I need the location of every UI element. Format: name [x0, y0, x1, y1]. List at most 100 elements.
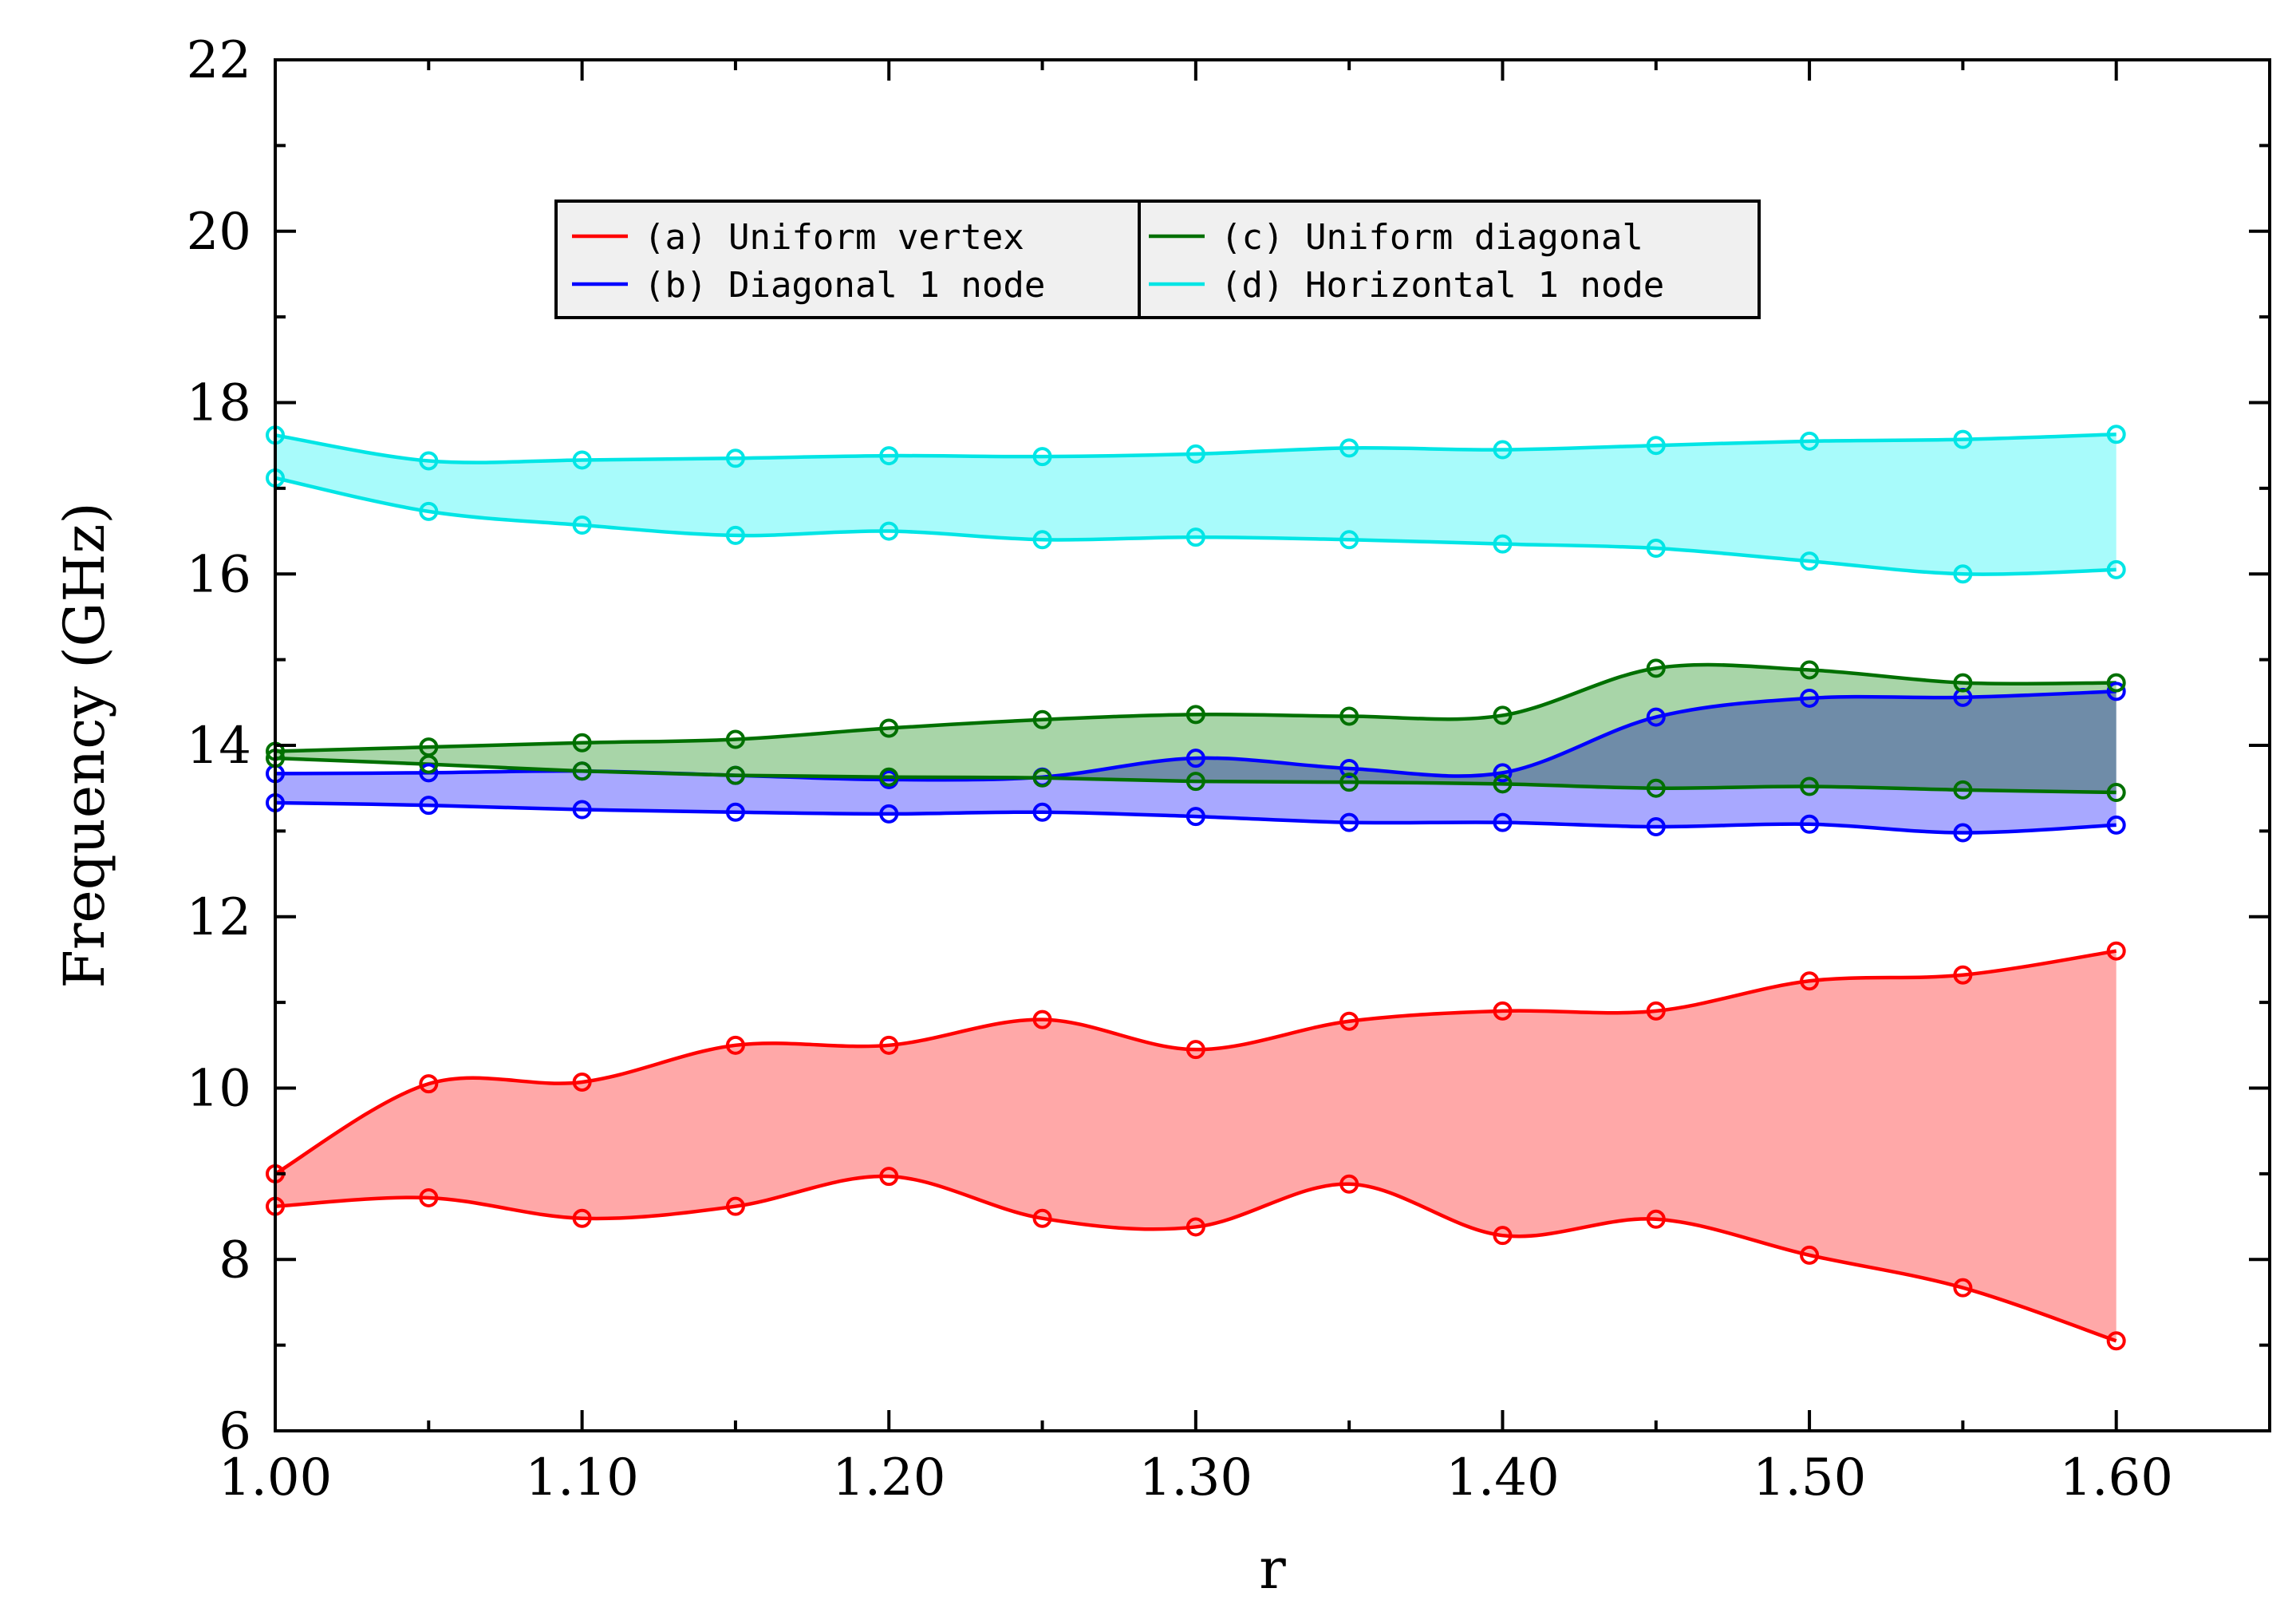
series-1-lower-point-11	[1953, 1278, 1973, 1298]
series-3-upper-line	[274, 662, 2117, 753]
series-1-lower-point-6	[1185, 1217, 1205, 1237]
series-1-upper-point-8	[1493, 1001, 1513, 1021]
series-3-upper-point-3	[725, 729, 745, 749]
legend-label-3: (c) Uniform diagonal	[1221, 217, 1643, 258]
series-4-lower-point-2	[572, 516, 592, 535]
series-1-lower-point-10	[1800, 1245, 1820, 1265]
legend-box-left	[554, 200, 1141, 319]
series-3-upper-point-2	[572, 733, 592, 753]
series-2-lower-point-2	[572, 800, 592, 820]
y-axis-title: Frequency (GHz)	[52, 502, 117, 988]
series-1-upper-point-9	[1646, 1001, 1666, 1021]
series-2-lower-point-12	[2106, 815, 2126, 835]
band-1	[275, 950, 2117, 1341]
series-4-upper-point-5	[1032, 447, 1052, 467]
series-3-upper-point-5	[1032, 709, 1052, 729]
series-2-upper-point-10	[1800, 688, 1820, 708]
x-tick-label: 1.40	[1446, 1448, 1560, 1507]
series-4-lower-point-8	[1493, 534, 1513, 554]
series-3-lower-point-3	[725, 765, 745, 785]
series-1-lower-point-4	[879, 1167, 899, 1187]
series-3-lower-point-6	[1185, 772, 1205, 792]
series-4-lower-line	[274, 476, 2117, 576]
series-1-lower-point-1	[419, 1187, 439, 1207]
legend-label-4: (d) Horizontal 1 node	[1221, 265, 1664, 306]
series-1-lower-point-3	[725, 1196, 745, 1216]
series-1-lower-point-9	[1646, 1209, 1666, 1229]
series-4-upper-point-1	[419, 451, 439, 471]
series-2-lower-point-9	[1646, 817, 1666, 837]
series-4-upper-point-7	[1339, 438, 1359, 458]
series-2-upper-point-6	[1185, 749, 1205, 768]
series-4-upper-point-11	[1953, 429, 1973, 449]
series-4-upper-point-8	[1493, 440, 1513, 460]
series-2-upper-point-7	[1339, 758, 1359, 778]
y-tick-label: 18	[187, 374, 251, 433]
x-tick-label: 1.60	[2059, 1448, 2173, 1507]
series-3-upper-point-12	[2106, 673, 2126, 693]
series-2-lower-point-6	[1185, 807, 1205, 827]
series-2-lower-point-3	[725, 802, 745, 822]
series-3-lower-point-5	[1032, 768, 1052, 788]
series-4-lower-point-1	[419, 501, 439, 521]
series-4-lower-point-11	[1953, 564, 1973, 584]
series-2-upper-point-12	[2106, 682, 2126, 701]
y-tick-label: 10	[187, 1060, 251, 1119]
series-1-upper-point-11	[1953, 965, 1973, 985]
series-3-lower-point-7	[1339, 772, 1359, 792]
series-3-lower-point-12	[2106, 783, 2126, 803]
series-1-lower-line	[274, 1174, 2117, 1343]
series-2-lower-point-11	[1953, 823, 1973, 843]
series-3-lower-line	[274, 756, 2117, 795]
x-tick-label: 1.20	[832, 1448, 946, 1507]
series-4-lower-point-12	[2106, 559, 2126, 579]
y-tick-label: 12	[187, 888, 251, 947]
series-1-upper-point-12	[2106, 941, 2126, 961]
series-4-upper-line	[274, 432, 2117, 464]
y-tick-label: 6	[219, 1402, 251, 1461]
series-3-lower-point-11	[1953, 780, 1973, 800]
series-3-lower-point-4	[879, 767, 899, 787]
series-3-lower-point-1	[419, 754, 439, 774]
legend: (a) Uniform vertex (b) Diagonal 1 node (c)…	[554, 200, 1761, 319]
series-4-upper-point-10	[1800, 431, 1820, 451]
series-1-upper-point-1	[419, 1074, 439, 1094]
y-tick-label: 22	[187, 31, 251, 90]
series-4-lower-point-4	[879, 521, 899, 541]
series-2-upper-point-1	[419, 763, 439, 783]
x-axis-title: r	[1259, 1536, 1286, 1602]
series-2-lower-point-7	[1339, 812, 1359, 832]
series-1-lower-point-7	[1339, 1174, 1359, 1194]
x-tick-label: 1.50	[1753, 1448, 1867, 1507]
series-4-lower-point-5	[1032, 530, 1052, 550]
series-2-lower-point-4	[879, 804, 899, 824]
x-tick-label: 1.10	[525, 1448, 639, 1507]
series-2-lower-point-5	[1032, 802, 1052, 822]
series-1-upper-point-2	[572, 1072, 592, 1092]
legend-box-right	[1138, 200, 1761, 319]
series-3-upper-point-6	[1185, 705, 1205, 725]
series-3-upper-point-11	[1953, 673, 1973, 693]
x-tick-label: 1.30	[1139, 1448, 1253, 1507]
series-1-lower-point-12	[2106, 1331, 2126, 1351]
y-tick-label: 14	[187, 717, 251, 776]
series-3-lower-point-9	[1646, 778, 1666, 798]
series-2-upper-point-9	[1646, 707, 1666, 727]
series-1-upper-point-4	[879, 1035, 899, 1055]
series-4-lower-point-6	[1185, 527, 1205, 547]
series-1-upper-point-7	[1339, 1011, 1359, 1031]
series-2-lower-point-10	[1800, 814, 1820, 834]
legend-label-1: (a) Uniform vertex	[644, 217, 1024, 258]
series-4-lower-point-9	[1646, 539, 1666, 559]
series-3-upper-point-9	[1646, 658, 1666, 678]
series-4-lower-point-7	[1339, 530, 1359, 550]
series-3-lower-point-8	[1493, 774, 1513, 794]
series-3-upper-point-4	[879, 718, 899, 738]
legend-label-2: (b) Diagonal 1 node	[644, 265, 1045, 306]
series-4-lower-point-10	[1800, 551, 1820, 571]
series-1-upper-point-3	[725, 1035, 745, 1055]
series-4-upper-point-2	[572, 450, 592, 470]
series-4-upper-point-9	[1646, 436, 1666, 456]
x-tick-label: 1.00	[219, 1448, 333, 1507]
